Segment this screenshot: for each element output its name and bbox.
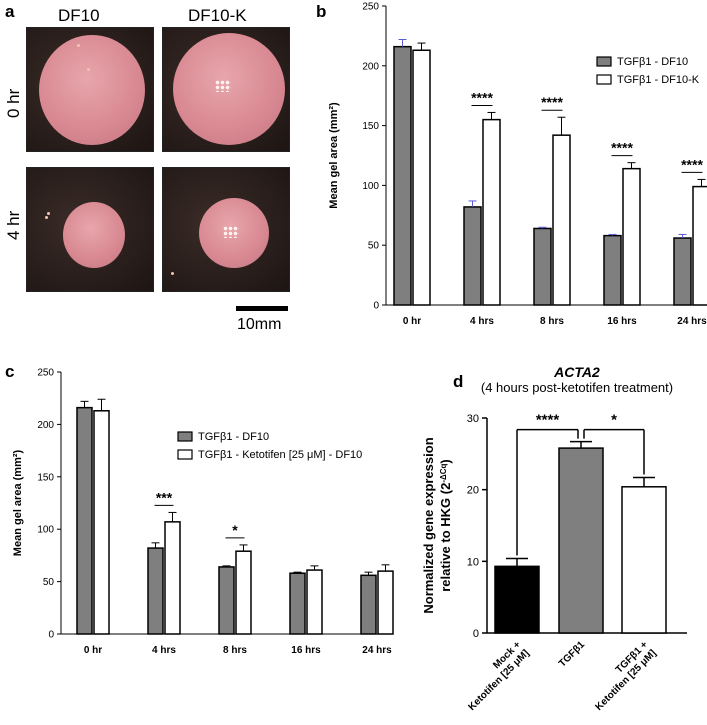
bar [482,118,501,306]
y-tick-label: 30 [467,413,479,425]
bar [603,234,622,306]
scale-bar [236,306,288,311]
y-axis-label: Mean gel area (mm²) [12,449,24,556]
legend-swatch [596,56,612,67]
bar [463,206,482,306]
bar [235,550,252,635]
bar [164,521,181,635]
gel-photo-df10-4hr [26,167,154,292]
gel-photo-df10k-0hr [162,27,290,152]
chart-title: ACTA2 [553,364,600,380]
bar [494,565,540,634]
gel-photo-df10-0hr [26,27,154,152]
y-axis-label: Mean gel area (mm²) [328,102,340,209]
significance-label: **** [471,89,493,105]
y-tick-label: 150 [362,121,379,132]
y-tick-label: 50 [368,241,380,252]
chart-subtitle: (4 hours post-ketotifen treatment) [481,380,673,395]
y-tick-label: 0 [473,628,479,640]
bar [377,570,394,635]
y-tick-label: 0 [48,630,54,641]
x-tick-label: 8 hrs [540,316,564,327]
y-axis-label-line1: Normalized gene expression [421,437,436,613]
bar [360,574,377,635]
comparison-label: * [611,412,617,429]
x-tick-label: Mock +Ketotifen [25 μM] [458,639,532,713]
y-tick-label: 200 [362,61,379,72]
y-axis-label-base: relative to HKG (2 [438,483,453,592]
chart-b: 0 50 100 150 200 250 Mean gel area (mm²) 0 hr 4 … [328,2,707,327]
y-tick-label: 0 [373,301,379,312]
photo-row-label-0hr: 0 hr [4,88,23,118]
bar [673,237,692,306]
x-tick-label: TGFβ1 +Ketotifen [25 μM] [585,639,659,713]
bar [393,45,412,306]
x-tick-label: 0 hr [403,316,421,327]
x-tick-label: 16 hrs [291,645,321,656]
comparison-label: **** [536,412,560,429]
x-tick-label: 0 hr [84,645,102,656]
bar [147,547,164,635]
legend-swatch [177,449,193,460]
gel-photo-df10k-4hr [162,167,290,292]
bar [218,566,235,635]
panel-a-letter: a [5,2,15,21]
bar [558,447,604,634]
x-tick-label: 4 hrs [152,645,176,656]
significance-label: **** [541,94,563,110]
bar [306,569,323,635]
bar [93,410,110,635]
bar [289,572,306,635]
panel-b-letter: b [316,2,327,21]
bar [533,227,552,306]
y-tick-label: 20 [467,485,479,497]
x-tick-label: 4 hrs [470,316,494,327]
significance-label: *** [156,489,173,505]
significance-label: **** [611,140,633,156]
x-tick-label: 8 hrs [223,645,247,656]
photo-col-header-df10: DF10 [58,6,100,25]
bar [76,406,93,635]
legend-swatch [596,74,612,85]
y-tick-label: 150 [37,472,54,483]
scale-bar-label: 10mm [237,316,282,333]
y-axis-label-superscript: -ΔCq [439,463,448,482]
x-tick-label: 16 hrs [607,316,637,327]
x-tick-label-line: TGFβ1 [557,639,587,669]
panel-d-letter: d [453,372,464,391]
photo-col-header-df10k: DF10-K [188,6,247,25]
x-tick-label: 24 hrs [677,316,707,327]
legend-label: TGFβ1 - DF10 [198,431,269,443]
bar [622,167,641,306]
bar [692,185,707,306]
y-tick-label: 50 [43,577,55,588]
x-tick-label: 24 hrs [362,645,392,656]
chart-c: 0 50 100 150 200 250 Mean gel area (mm²) 0 hr 4 … [12,368,394,656]
legend-swatch [177,431,193,442]
significance-label: **** [681,156,703,172]
y-tick-label: 10 [467,556,479,568]
significance-label: * [232,522,238,538]
legend-label: TGFβ1 - DF10-K [617,74,700,86]
legend-label: TGFβ1 - DF10 [617,56,688,68]
legend-label: TGFβ1 - Ketotifen [25 μM] - DF10 [198,449,362,461]
chart-d: ACTA2(4 hours post-ketotifen treatment) 0… [421,364,687,713]
bar [621,486,667,634]
x-tick-label: TGFβ1 [557,639,587,669]
photo-row-label-4hr: 4 hr [4,210,23,240]
y-tick-label: 100 [362,181,379,192]
y-tick-label: 250 [362,2,379,13]
bar [552,134,571,306]
y-tick-label: 100 [37,525,54,536]
y-axis-label-end: ) [438,459,453,463]
bar [412,49,431,306]
panel-c-letter: c [5,362,15,381]
y-tick-label: 250 [37,368,54,379]
y-tick-label: 200 [37,420,54,431]
y-axis-label-line2: relative to HKG (2-ΔCq) [438,459,453,592]
